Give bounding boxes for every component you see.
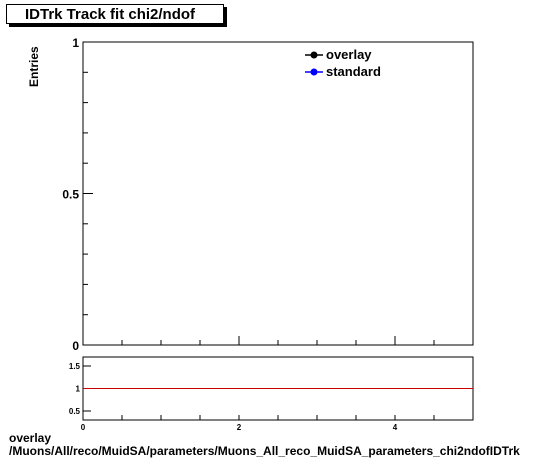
footer: overlay /Muons/All/reco/MuidSA/parameter… [9, 432, 520, 458]
legend-overlay-label: overlay [326, 47, 372, 62]
title-box: IDTrk Track fit chi2/ndof [6, 4, 224, 24]
legend-standard-label: standard [326, 64, 381, 79]
plot-title: IDTrk Track fit chi2/ndof [25, 6, 196, 23]
y-tick-label: 0.5 [62, 188, 79, 202]
main-plot-frame [82, 41, 474, 346]
main-y-ticks: 00.51 [62, 36, 93, 353]
legend: overlay standard [305, 47, 381, 79]
ratio-y-tick-label: 1 [76, 385, 81, 394]
ratio-x-ticks: 0 2 4 [81, 415, 474, 432]
ratio-x-tick-label: 2 [237, 423, 242, 432]
footer-path: /Muons/All/reco/MuidSA/parameters/Muons_… [9, 444, 520, 458]
ratio-y-tick-label: 1.5 [69, 362, 81, 371]
y-tick-label: 0 [72, 339, 79, 353]
ratio-x-tick-label: 0 [81, 423, 86, 432]
legend-overlay-marker [310, 51, 318, 59]
y-axis-label: Entries [27, 46, 41, 87]
ratio-y-tick-label: 0.5 [69, 407, 81, 416]
y-tick-label: 1 [72, 36, 79, 50]
main-x-ticks [82, 336, 474, 345]
ratio-x-tick-label: 4 [393, 423, 398, 432]
legend-standard-marker [310, 68, 318, 76]
footer-line-1: overlay [9, 431, 52, 445]
